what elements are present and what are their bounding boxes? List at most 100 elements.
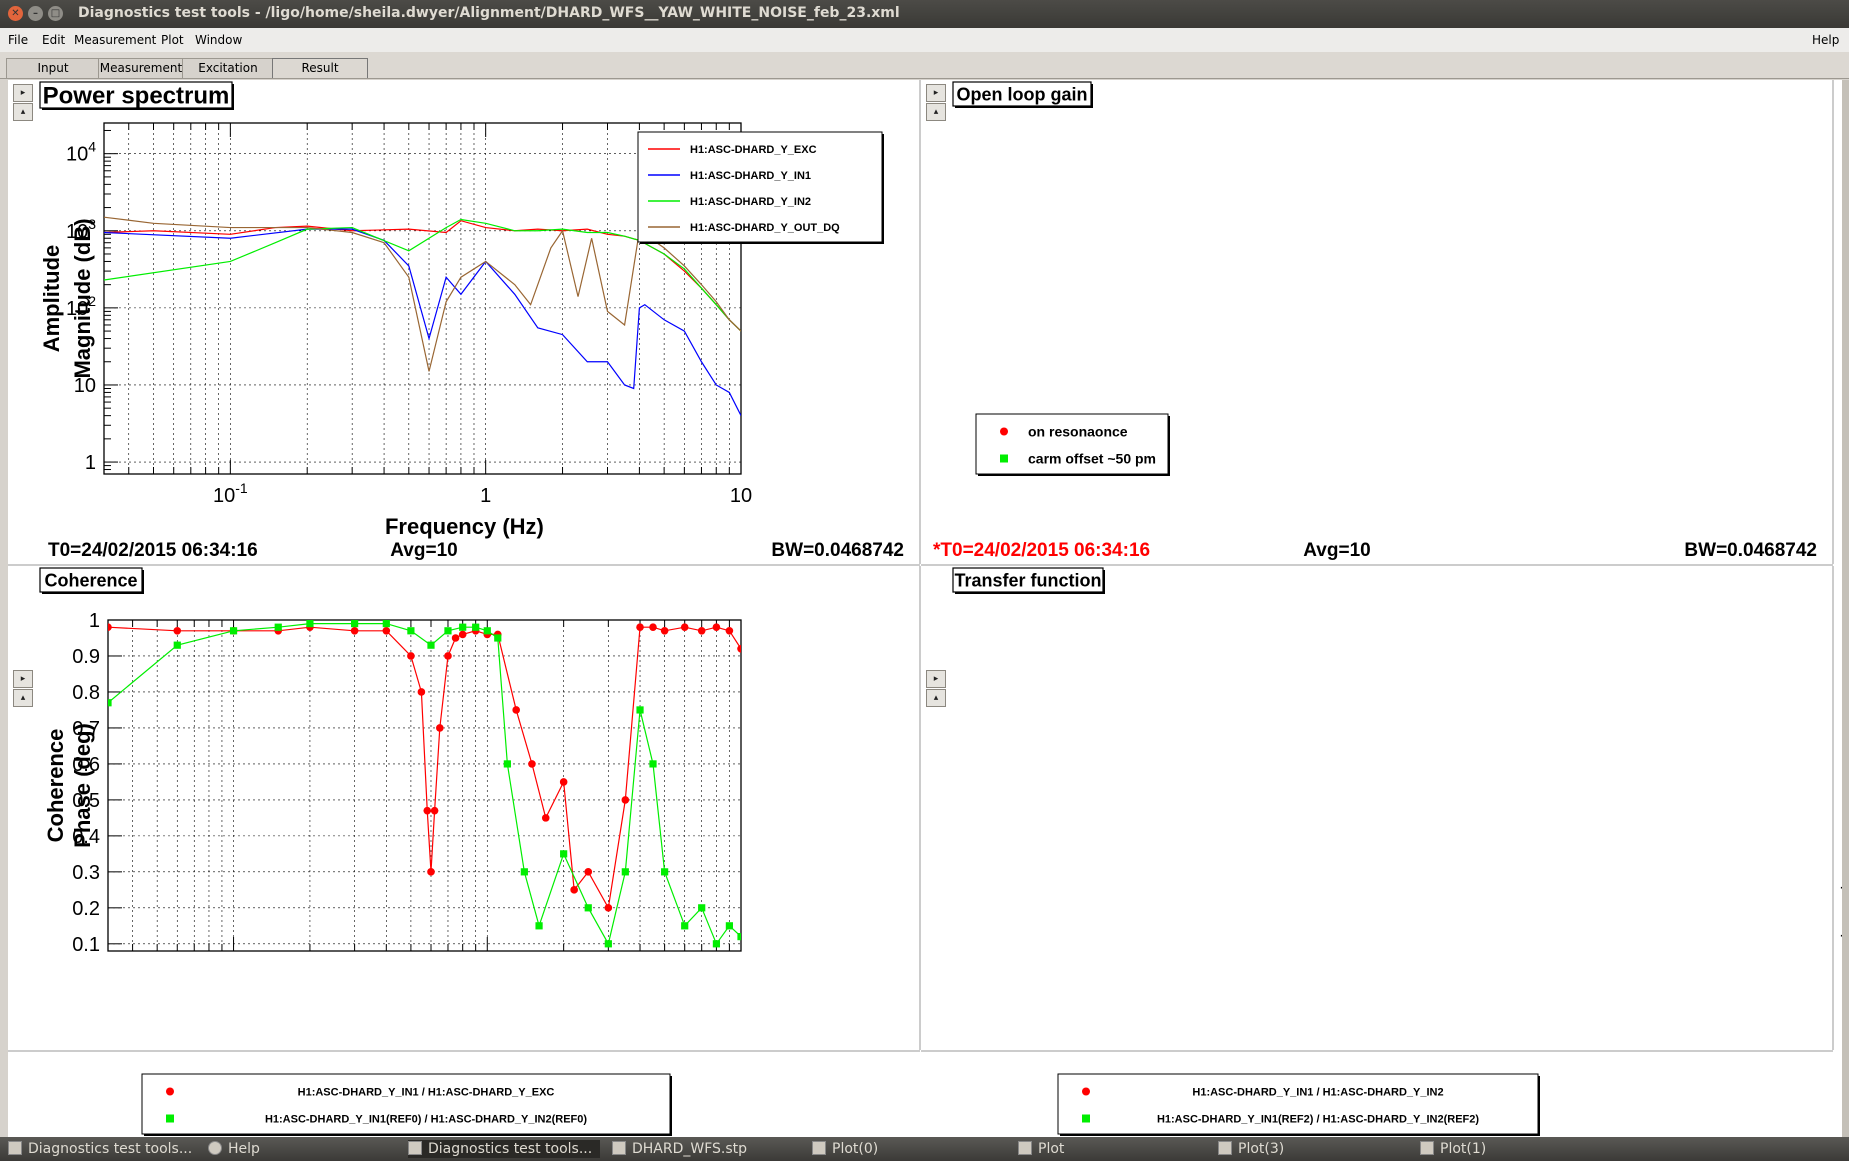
chart-title: Open loop gain [957,84,1088,104]
legend-item: on resonaonce [1000,424,1128,440]
y-tick-label: 0.2 [72,898,100,920]
footer-t0: *T0=24/02/2015 06:34:16 [933,540,1150,561]
plot-frame [103,122,742,475]
x-tick-label: 10-1 [213,480,248,507]
legend-label: on resonaonce [1028,424,1128,440]
data-point [697,626,706,635]
data-point [660,626,669,635]
chart-title-box: Transfer function [952,567,1105,594]
data-point [725,626,734,635]
footer-avg: Avg=10 [1303,540,1370,561]
data-point [417,688,426,696]
pad-background [8,566,920,1050]
taskbar-item[interactable]: Diagnostics test tools... [8,1140,192,1158]
close-window-icon[interactable]: ✕ [8,6,23,21]
plot-area: Power spectrum 1 10 102 103 104 10-1 1 10 Frequen… [8,80,1849,1137]
legend-label: H1:ASC-DHARD_Y_EXC [690,144,817,156]
footer-t0: T0=24/02/2015 06:34:16 [48,540,258,561]
x-tick-label: 10 [730,485,752,507]
data-point [229,627,238,635]
menu-bar: File Edit Measurement Plot Window Help [0,28,1849,52]
legend-marker [166,1087,174,1096]
legend: H1:ASC-DHARD_Y_EXC H1:ASC-DHARD_Y_IN1 H1:A… [637,131,884,244]
y-tick-label: 0.1 [72,934,100,956]
chart-title: Power spectrum [43,83,230,110]
tab-input[interactable]: Input [6,58,100,78]
y-tick-label-base: 10 [66,221,88,243]
window-icon [8,1141,22,1155]
tab-result[interactable]: Result [272,58,368,78]
menu-help[interactable]: Help [1812,33,1840,47]
tab-measurement[interactable]: Measurement [98,58,184,78]
data-point [444,627,452,635]
y-axis-label: Phase (deg) [70,723,95,848]
maximize-window-icon[interactable]: □ [48,6,63,21]
legend-label: H1:ASC-DHARD_Y_OUT_DQ [690,222,840,234]
pad3-collapse-icon[interactable]: ▴ [13,689,33,707]
y-tick-label: 0.6 [72,754,100,776]
window-title: Diagnostics test tools - /ligo/home/shei… [78,5,900,21]
data-point [512,706,520,714]
data-point [173,641,181,649]
data-point [444,652,452,660]
data-point [559,778,568,786]
pad2-collapse-icon[interactable]: ▴ [926,103,946,121]
x-axis-label: Frequency (Hz) [385,514,544,539]
tab-bar: Input Measurement Excitation Result [0,52,1849,79]
data-point [636,623,644,631]
data-point [350,626,359,635]
taskbar-item[interactable]: Diagnostics test tools... [408,1140,601,1158]
pad4-expand-icon[interactable]: ▸ [926,670,946,688]
data-point [649,623,657,631]
footer-bw: BW=0.0468742 [1684,540,1817,561]
pad4-collapse-icon[interactable]: ▴ [926,689,946,707]
series-line-3 [104,218,741,332]
y-tick-label: 103 [66,216,96,243]
taskbar-item[interactable]: Plot [1018,1140,1064,1158]
chart-pad-2: Open loop gain100-10-20-30-40-50-60-70-8… [70,80,1834,566]
data-point [541,814,550,822]
y-tick-label: 104 [66,139,96,166]
series-line-1 [104,220,741,332]
taskbar-item[interactable]: DHARD_WFS.stp [612,1140,747,1158]
menu-measurement[interactable]: Measurement [74,33,157,47]
data-point [649,760,657,768]
legend-label: H1:ASC-DHARD_Y_IN1 [690,170,811,182]
data-point [570,886,578,894]
legend-item: H1:ASC-DHARD_Y_OUT_DQ [648,222,840,234]
x-tick-label-base: 10 [213,485,235,507]
y-axis-label: Amplitude [39,245,64,353]
legend-item: H1:ASC-DHARD_Y_IN1 / H1:ASC-DHARD_Y_IN2 [1082,1086,1444,1098]
taskbar-item[interactable]: Plot(3) [1218,1140,1284,1158]
pad1-collapse-icon[interactable]: ▴ [13,103,33,121]
title-frame [39,81,233,109]
menu-plot[interactable]: Plot [161,33,184,47]
data-point [604,940,612,948]
y-tick-label: 1 [85,452,96,474]
data-point [621,796,630,804]
x-tick-label: 1 [480,485,491,507]
data-point [680,623,689,631]
pad3-expand-icon[interactable]: ▸ [13,670,33,688]
legend-item: H1:ASC-DHARD_Y_IN1 / H1:ASC-DHARD_Y_EXC [166,1086,554,1098]
data-point [451,634,460,642]
menu-window[interactable]: Window [195,33,243,47]
minimize-window-icon[interactable]: – [28,6,43,21]
taskbar-item[interactable]: Plot(1) [1420,1140,1486,1158]
taskbar-item[interactable]: Help [208,1140,260,1158]
y-axis-label: Coherence [43,729,68,843]
pad1-expand-icon[interactable]: ▸ [13,84,33,102]
tab-excitation[interactable]: Excitation [182,58,274,78]
legend-frame [141,1073,671,1135]
x-tick-label-exp: -1 [235,480,248,496]
pad2-expand-icon[interactable]: ▸ [926,84,946,102]
data-point [528,760,536,768]
data-point [535,922,543,930]
legend-label: H1:ASC-DHARD_Y_IN1 / H1:ASC-DHARD_Y_EXC [298,1086,555,1098]
taskbar-item[interactable]: Plot(0) [812,1140,878,1158]
vertical-scrollbar[interactable] [1842,80,1849,1137]
menu-edit[interactable]: Edit [42,33,66,47]
data-point [520,868,528,876]
data-point [494,634,502,642]
menu-file[interactable]: File [8,33,29,47]
